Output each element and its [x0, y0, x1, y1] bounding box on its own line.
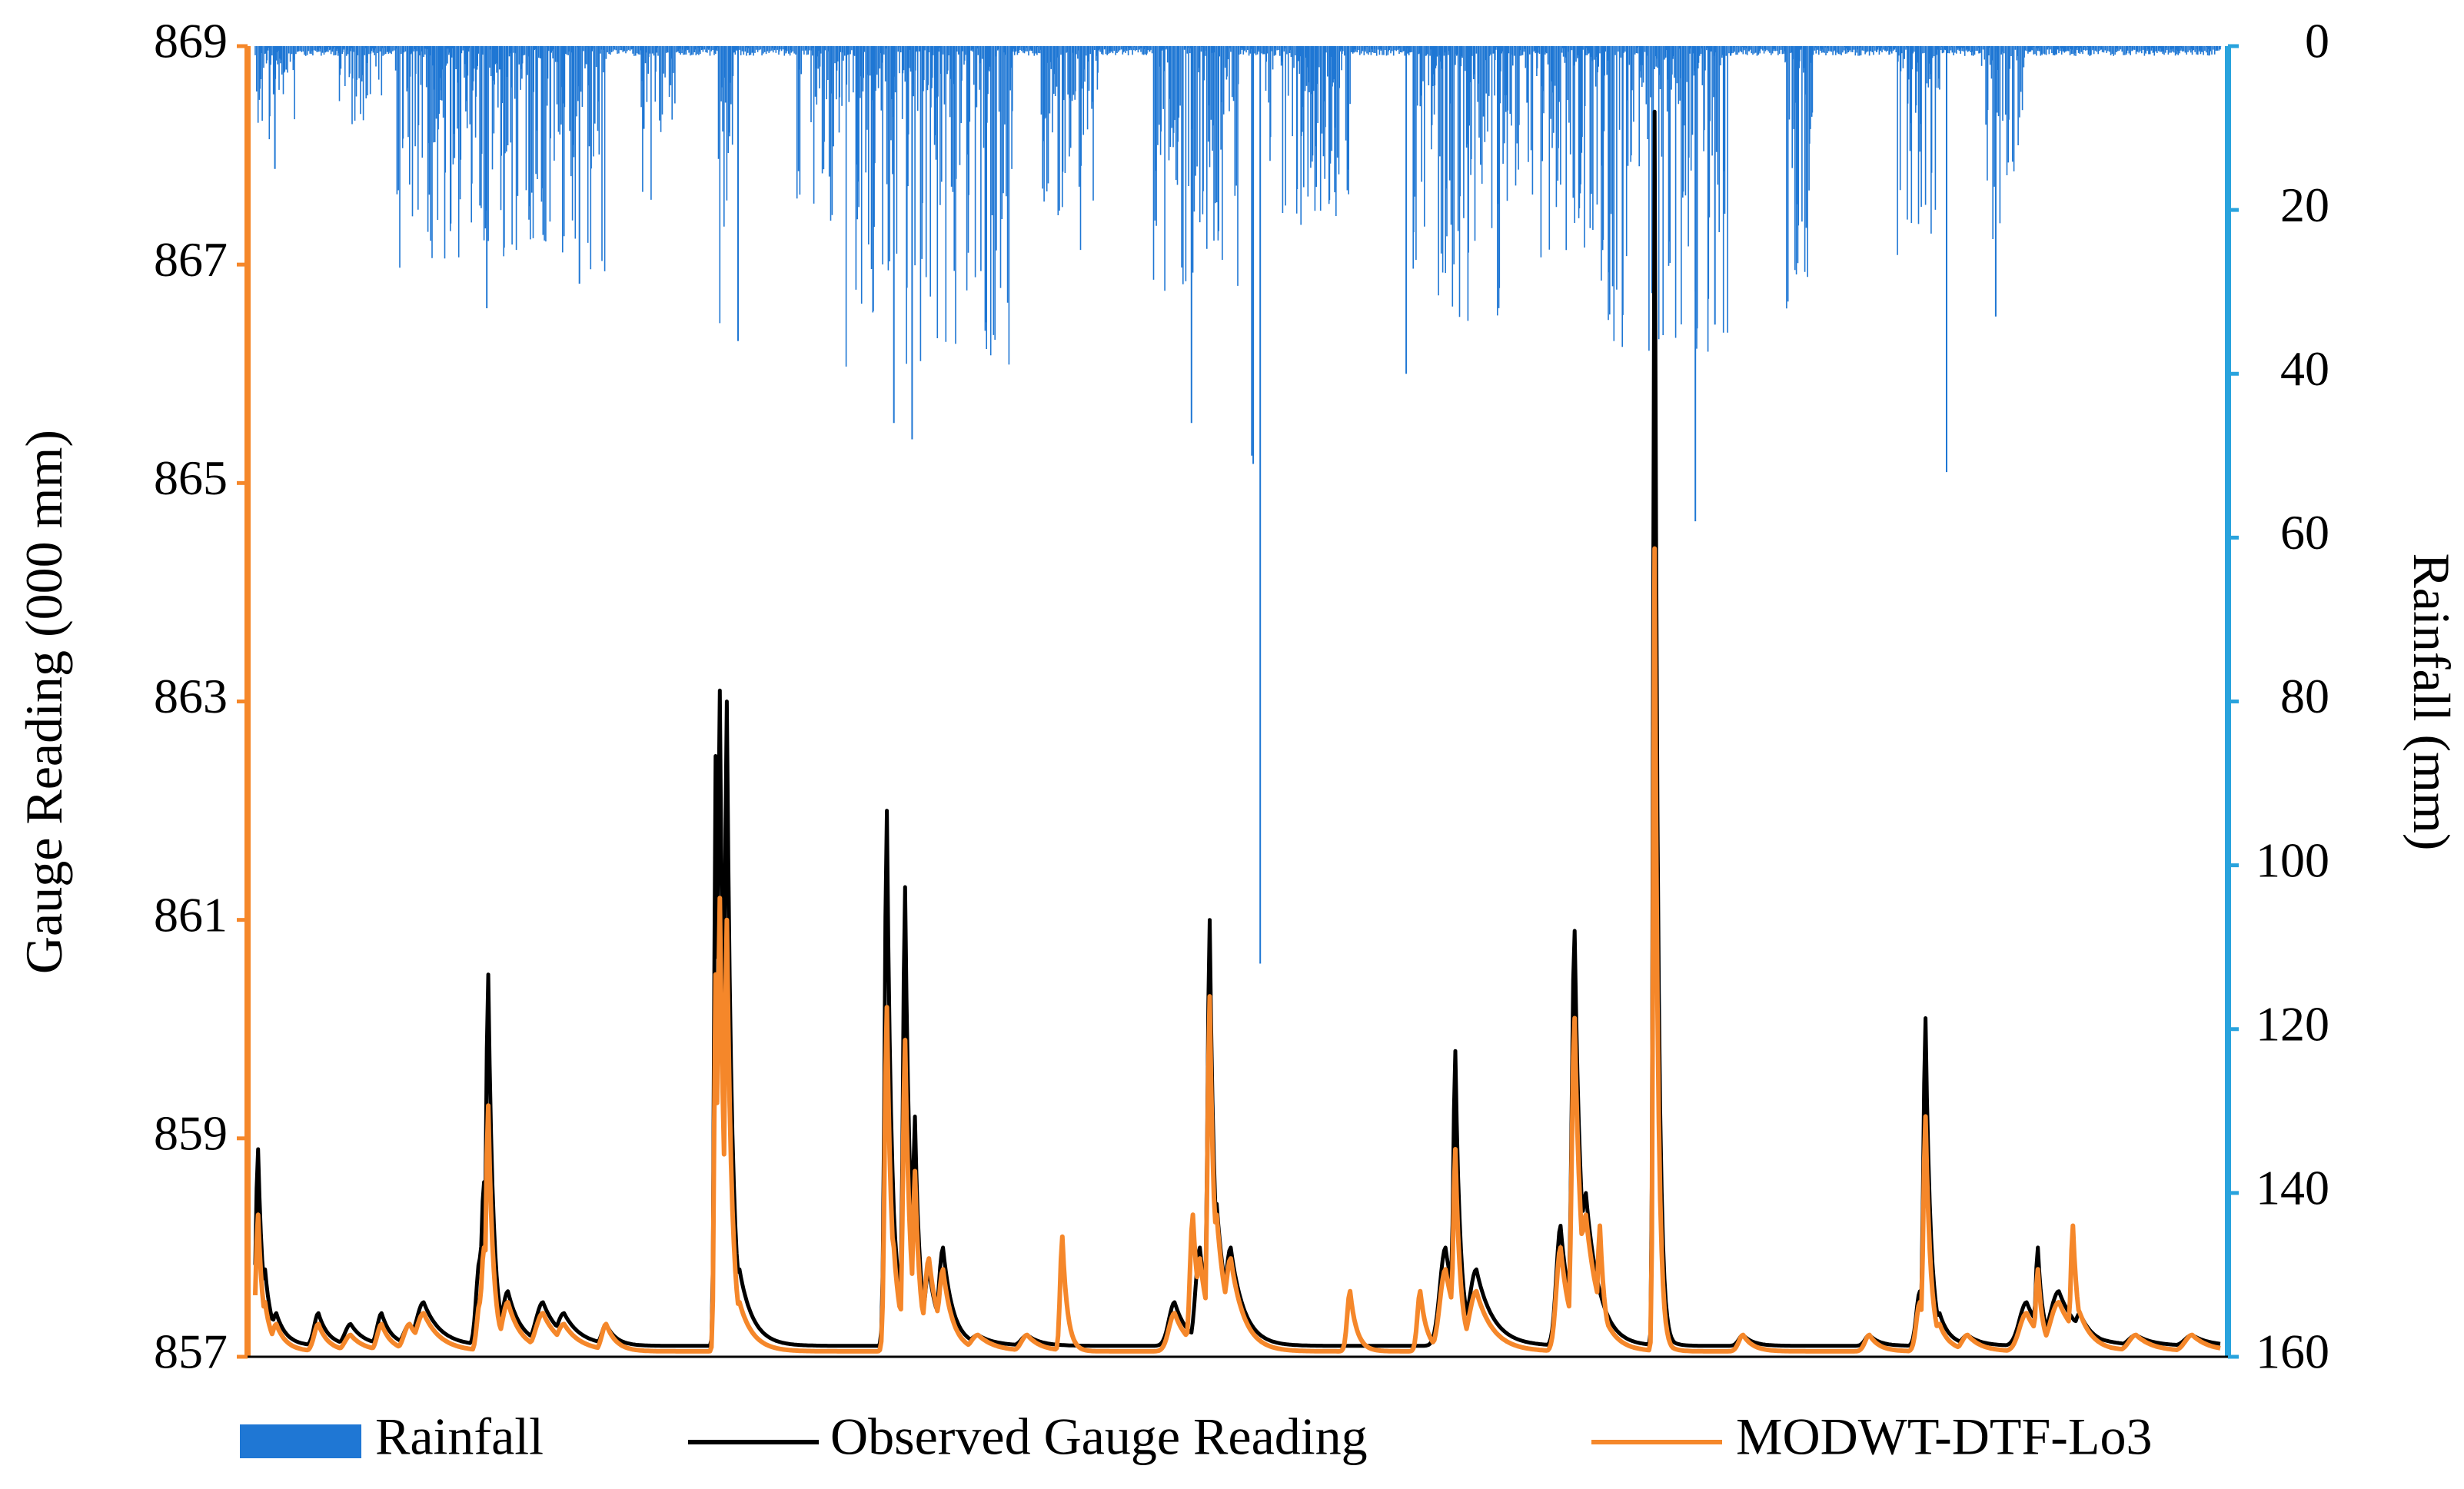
right-tick-label: 20 — [2280, 178, 2329, 232]
y-axis-label: Gauge Reading (000 mm) — [15, 430, 73, 974]
left-tick-label: 869 — [154, 14, 228, 68]
right-tick-label: 100 — [2256, 833, 2329, 887]
y2-axis-label: Rainfall (mm) — [2402, 553, 2461, 850]
legend-model-label: MODWT-DTF-Lo3 — [1736, 1408, 2152, 1466]
legend-observed-label: Observed Gauge Reading — [830, 1408, 1368, 1466]
legend-rainfall-swatch — [240, 1424, 361, 1458]
right-y-ticks: 0 20 40 60 80 100 120 140 160 — [2228, 14, 2329, 1379]
model-series — [253, 546, 2222, 1354]
right-tick-label: 140 — [2256, 1161, 2329, 1215]
right-tick-label: 120 — [2256, 996, 2329, 1051]
left-tick-label: 865 — [154, 450, 228, 505]
left-tick-label: 857 — [154, 1324, 228, 1379]
right-tick-label: 160 — [2256, 1324, 2329, 1379]
legend: Rainfall Observed Gauge Reading MODWT-DT… — [240, 1408, 2152, 1466]
left-tick-label: 863 — [154, 669, 228, 723]
modwt-dtf-lo3-line — [253, 546, 2222, 1354]
left-y-ticks: 857 859 861 863 865 867 869 — [154, 14, 248, 1379]
left-tick-label: 861 — [154, 887, 228, 942]
left-tick-label: 859 — [154, 1106, 228, 1161]
left-tick-label: 867 — [154, 232, 228, 287]
right-tick-label: 60 — [2280, 505, 2329, 560]
right-tick-label: 80 — [2280, 669, 2329, 723]
legend-rainfall-label: Rainfall — [375, 1408, 544, 1466]
right-tick-label: 0 — [2305, 14, 2329, 68]
right-tick-label: 40 — [2280, 341, 2329, 396]
rainfall-bars — [254, 46, 2222, 964]
